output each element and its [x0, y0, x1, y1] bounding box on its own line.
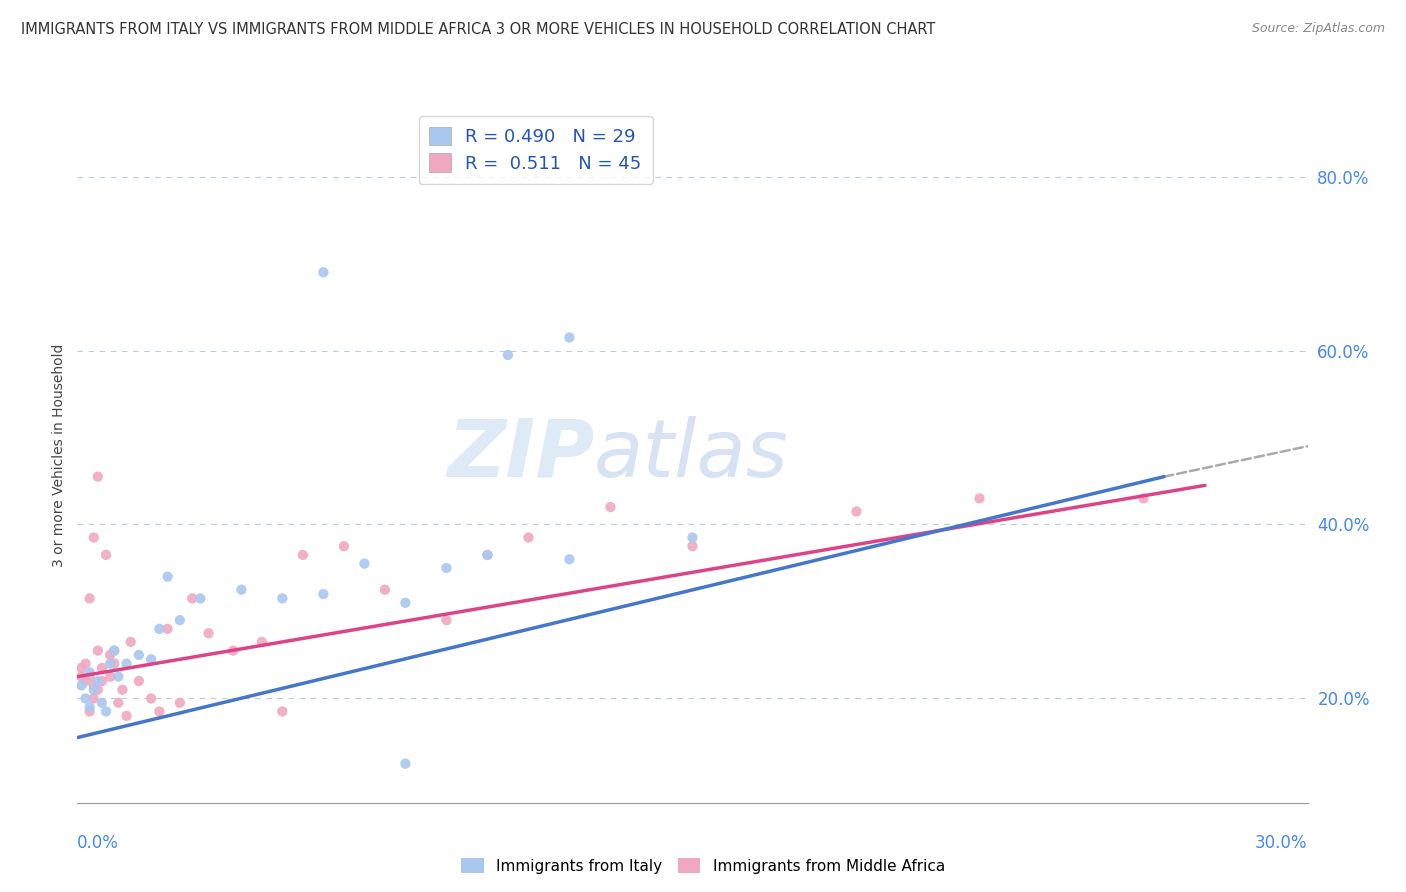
- Point: [394, 756, 416, 771]
- Point: [98, 670, 121, 684]
- Point: [477, 548, 499, 562]
- Point: [90, 674, 114, 689]
- Point: [197, 626, 219, 640]
- Point: [103, 657, 125, 671]
- Text: ZIP: ZIP: [447, 416, 595, 494]
- Point: [94, 548, 117, 562]
- Point: [312, 587, 335, 601]
- Point: [312, 265, 335, 279]
- Point: [79, 705, 101, 719]
- Point: [517, 531, 540, 545]
- Point: [79, 665, 101, 680]
- Text: atlas: atlas: [595, 416, 789, 494]
- Point: [87, 674, 110, 689]
- Legend: R = 0.490   N = 29, R =  0.511   N = 45: R = 0.490 N = 29, R = 0.511 N = 45: [419, 116, 652, 184]
- Point: [83, 531, 105, 545]
- Text: 0.0%: 0.0%: [77, 834, 120, 852]
- Point: [79, 670, 101, 684]
- Point: [70, 670, 93, 684]
- Point: [87, 469, 110, 483]
- Point: [169, 613, 191, 627]
- Point: [98, 657, 121, 671]
- Point: [79, 700, 101, 714]
- Point: [148, 705, 170, 719]
- Point: [969, 491, 991, 506]
- Point: [156, 570, 179, 584]
- Point: [94, 705, 117, 719]
- Point: [111, 682, 134, 697]
- Point: [115, 708, 138, 723]
- Point: [103, 643, 125, 657]
- Point: [107, 696, 129, 710]
- Point: [70, 678, 93, 692]
- Legend: Immigrants from Italy, Immigrants from Middle Africa: Immigrants from Italy, Immigrants from M…: [456, 852, 950, 880]
- Point: [128, 674, 150, 689]
- Point: [558, 330, 581, 344]
- Point: [436, 561, 458, 575]
- Point: [599, 500, 621, 514]
- Point: [333, 539, 356, 553]
- Point: [128, 648, 150, 662]
- Point: [353, 557, 375, 571]
- Point: [148, 622, 170, 636]
- Point: [75, 691, 97, 706]
- Point: [436, 613, 458, 627]
- Point: [394, 596, 416, 610]
- Point: [181, 591, 204, 606]
- Point: [156, 622, 179, 636]
- Point: [75, 674, 97, 689]
- Point: [90, 661, 114, 675]
- Point: [83, 678, 105, 692]
- Point: [682, 539, 704, 553]
- Point: [415, 805, 437, 819]
- Point: [79, 591, 101, 606]
- Point: [271, 591, 294, 606]
- Point: [141, 691, 163, 706]
- Point: [558, 552, 581, 566]
- Point: [75, 657, 97, 671]
- Point: [103, 643, 125, 657]
- Point: [87, 682, 110, 697]
- Point: [107, 670, 129, 684]
- Point: [90, 696, 114, 710]
- Point: [496, 348, 519, 362]
- Point: [291, 548, 314, 562]
- Point: [120, 635, 142, 649]
- Point: [271, 705, 294, 719]
- Y-axis label: 3 or more Vehicles in Household: 3 or more Vehicles in Household: [52, 343, 66, 566]
- Point: [845, 504, 868, 518]
- Point: [87, 643, 110, 657]
- Text: IMMIGRANTS FROM ITALY VS IMMIGRANTS FROM MIDDLE AFRICA 3 OR MORE VEHICLES IN HOU: IMMIGRANTS FROM ITALY VS IMMIGRANTS FROM…: [21, 22, 935, 37]
- Point: [374, 582, 396, 597]
- Point: [83, 691, 105, 706]
- Point: [169, 696, 191, 710]
- Point: [188, 591, 212, 606]
- Text: Source: ZipAtlas.com: Source: ZipAtlas.com: [1251, 22, 1385, 36]
- Point: [250, 635, 273, 649]
- Point: [115, 657, 138, 671]
- Point: [1132, 491, 1154, 506]
- Point: [83, 682, 105, 697]
- Point: [70, 661, 93, 675]
- Point: [98, 648, 121, 662]
- Point: [231, 582, 253, 597]
- Point: [222, 643, 245, 657]
- Point: [141, 652, 163, 666]
- Point: [477, 548, 499, 562]
- Text: 30.0%: 30.0%: [1256, 834, 1308, 852]
- Point: [682, 531, 704, 545]
